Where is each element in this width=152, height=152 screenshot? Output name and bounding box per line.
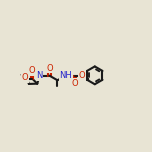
Text: O: O	[22, 73, 28, 82]
Text: O: O	[72, 79, 78, 88]
Text: NH: NH	[59, 71, 72, 80]
Text: O: O	[29, 66, 36, 75]
Text: N: N	[36, 71, 43, 80]
Text: O: O	[79, 71, 85, 79]
Text: O: O	[46, 64, 53, 73]
